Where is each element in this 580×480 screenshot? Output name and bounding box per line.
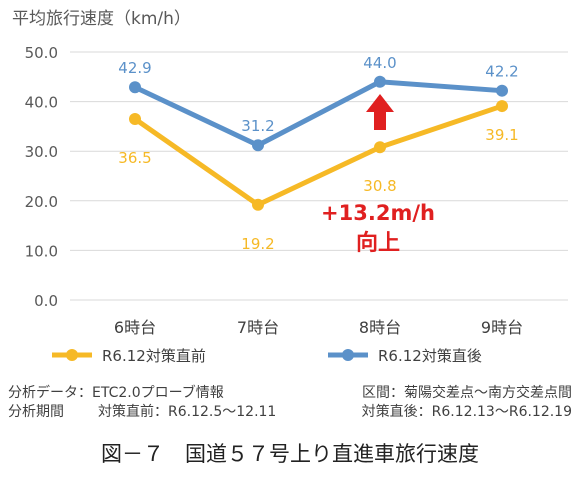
x-tick-label: 6時台: [114, 318, 156, 337]
data-label: 42.2: [485, 63, 518, 81]
y-axis-label: 平均旅行速度（km/h）: [12, 9, 191, 29]
data-point: [252, 198, 264, 211]
data-point: [129, 81, 141, 94]
y-tick-label: 40.0: [25, 94, 58, 112]
data-label: 31.2: [241, 117, 274, 135]
series-line: [133, 79, 503, 148]
note-data-source: 分析データ：ETC2.0プローブ情報: [8, 384, 224, 401]
y-tick-label: 0.0: [34, 292, 58, 310]
note-period-label: 分析期間: [8, 404, 64, 420]
y-tick-label: 30.0: [25, 143, 58, 161]
x-tick-label: 9時台: [481, 318, 523, 337]
up-arrow-icon: [366, 94, 394, 130]
data-point: [374, 75, 386, 88]
data-point: [496, 100, 508, 113]
data-label: 30.8: [363, 177, 396, 195]
data-point: [496, 84, 508, 97]
y-tick-labels: 0.0 10.0 20.0 30.0 40.0 50.0: [25, 44, 58, 310]
improvement-annotation: +13.2m/h: [321, 201, 435, 225]
data-points: [129, 75, 508, 211]
series-lines: [133, 79, 503, 208]
note-section: 区間：菊陽交差点～南方交差点間: [362, 384, 572, 401]
improvement-annotation-sub: 向上: [356, 230, 400, 256]
note-period-before: 対策直前：R6.12.5～12.11: [98, 403, 276, 420]
data-label: 39.1: [485, 126, 518, 144]
x-tick-labels: 6時台 7時台 8時台 9時台: [114, 318, 523, 337]
y-tick-label: 10.0: [25, 242, 58, 260]
legend-label: R6.12対策直後: [378, 347, 482, 365]
data-point: [374, 141, 386, 154]
legend: R6.12対策直前 R6.12対策直後: [52, 347, 482, 365]
y-tick-label: 20.0: [25, 193, 58, 211]
series-line: [133, 103, 503, 208]
x-tick-label: 7時台: [237, 318, 279, 337]
gridlines: [70, 51, 568, 301]
data-labels: 36.5 19.2 30.8 39.1 42.9 31.2 44.0 42.2: [118, 54, 518, 253]
y-tick-label: 50.0: [25, 44, 58, 62]
legend-label: R6.12対策直前: [102, 347, 206, 365]
data-label: 42.9: [118, 59, 151, 77]
data-label: 44.0: [363, 54, 396, 72]
legend-marker: [66, 349, 78, 361]
note-period-after: 対策直後：R6.12.13～R6.12.19: [362, 403, 572, 420]
data-label: 19.2: [241, 235, 274, 253]
data-label: 36.5: [118, 149, 151, 167]
figure-caption: 図－７ 国道５７号上り直進車旅行速度: [101, 442, 479, 466]
legend-marker: [342, 349, 354, 361]
data-point: [129, 112, 141, 125]
x-tick-label: 8時台: [359, 318, 401, 337]
data-point: [252, 139, 264, 152]
